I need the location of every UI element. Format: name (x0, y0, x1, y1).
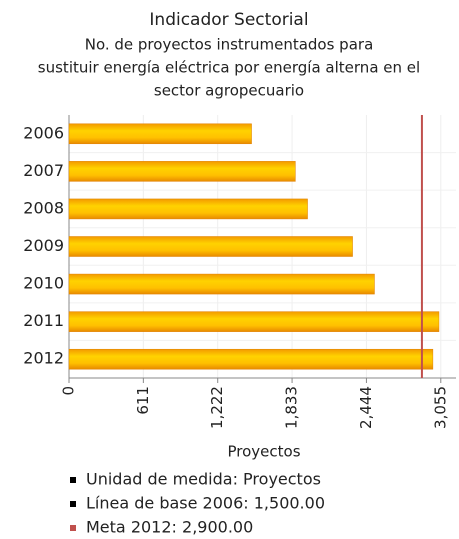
chart-title: Indicador Sectorial (149, 10, 308, 30)
y-tick-label: 2010 (23, 274, 64, 293)
x-tick-label: 1,833 (283, 386, 301, 429)
y-tick-label: 2011 (23, 311, 64, 330)
bar (68, 273, 375, 295)
bar (68, 348, 434, 370)
x-tick-label: 611 (134, 386, 152, 415)
chart-subtitle: No. de proyectos instrumentados para (85, 36, 374, 54)
chart-subtitle: sustituir energía eléctrica por energía … (38, 59, 420, 77)
legend-label: Línea de base 2006: 1,500.00 (86, 494, 325, 513)
y-tick-label: 2012 (23, 349, 64, 368)
legend-label: Meta 2012: 2,900.00 (86, 518, 253, 537)
y-tick-label: 2009 (23, 236, 64, 255)
chart-subtitle: sector agropecuario (154, 82, 304, 100)
bar (68, 198, 308, 220)
bar (68, 236, 353, 257)
x-tick-label: 2,444 (357, 386, 375, 429)
bar (68, 311, 440, 332)
x-tick-label: 1,222 (208, 386, 226, 429)
legend-marker (70, 501, 76, 507)
x-tick-label: 3,055 (431, 386, 449, 429)
legend-marker (70, 525, 76, 531)
y-tick-label: 2006 (23, 123, 64, 142)
legend-marker (70, 477, 76, 483)
y-tick-label: 2007 (23, 161, 64, 180)
y-tick-label: 2008 (23, 198, 64, 217)
bar (68, 161, 296, 182)
bar (68, 123, 252, 145)
x-axis-title: Proyectos (227, 443, 300, 461)
x-tick-label: 0 (60, 386, 78, 396)
legend-label: Unidad de medida: Proyectos (86, 470, 321, 489)
